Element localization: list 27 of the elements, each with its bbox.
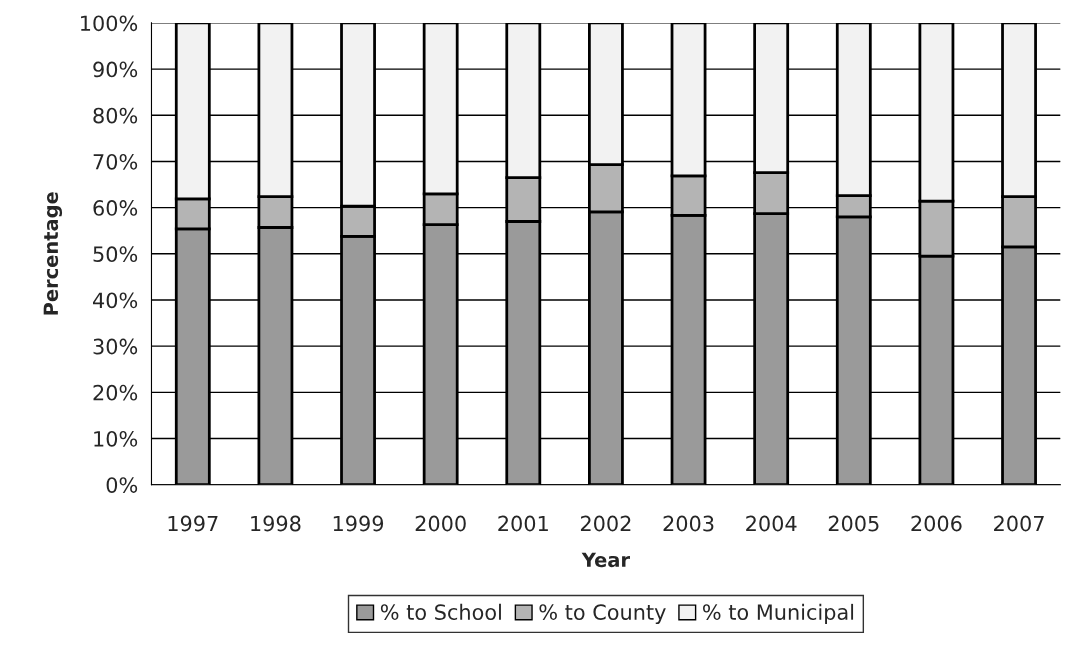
- legend-label: % to Municipal: [703, 603, 854, 625]
- x-tick-label: 2003: [663, 515, 714, 532]
- y-tick-label: 50%: [93, 246, 138, 263]
- y-tick-label: 60%: [93, 200, 138, 216]
- y-tick-label: 30%: [93, 338, 138, 355]
- y-tick-label: 40%: [93, 292, 138, 309]
- y-tick-label: 90%: [93, 61, 138, 78]
- x-tick-label: 1998: [251, 515, 301, 532]
- legend-label: % to School: [380, 603, 501, 620]
- x-tick-label: 2001: [498, 515, 548, 532]
- x-axis-title: Year: [581, 552, 630, 568]
- y-tick-label: 70%: [93, 153, 138, 170]
- x-tick-label: 2002: [580, 515, 631, 532]
- legend-label: % to County: [539, 604, 666, 625]
- x-tick-label: 2007: [994, 515, 1044, 532]
- y-tick-label: 80%: [93, 107, 138, 124]
- x-tick-label: 2004: [746, 515, 797, 532]
- x-tick-label: 2006: [911, 515, 962, 532]
- x-tick-label: 2000: [415, 515, 466, 532]
- x-tick-label: 1997: [168, 515, 218, 532]
- y-tick-label: 20%: [93, 384, 138, 401]
- y-tick-label: 100%: [81, 15, 138, 32]
- x-tick-label: 1999: [333, 515, 384, 532]
- y-axis-title: Percentage: [43, 192, 63, 315]
- y-tick-label: 10%: [94, 430, 138, 447]
- x-tick-label: 2005: [828, 515, 879, 532]
- y-tick-label: 0%: [106, 477, 138, 493]
